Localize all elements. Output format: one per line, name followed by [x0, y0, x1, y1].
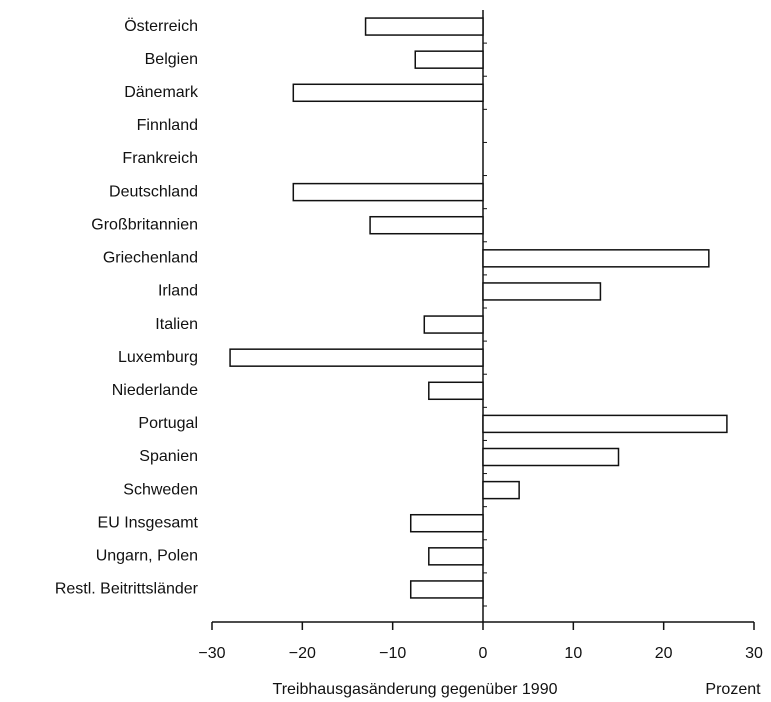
- bar: [428, 547, 484, 566]
- y-tick-label: Dänemark: [124, 84, 199, 101]
- x-tick-label: 20: [655, 645, 673, 662]
- bar: [423, 315, 484, 334]
- x-axis-label: Treibhausgasänderung gegenüber 1990: [273, 681, 558, 698]
- bar: [428, 381, 484, 401]
- bar: [482, 282, 602, 301]
- y-tick-label: Luxemburg: [118, 349, 198, 366]
- y-tick-label: Frankreich: [122, 150, 198, 167]
- bar: [364, 17, 484, 36]
- y-tick-label: Deutschland: [109, 183, 198, 200]
- x-tick-label: −20: [289, 645, 316, 662]
- x-tick-label: 10: [564, 645, 582, 662]
- bar: [409, 580, 484, 599]
- y-tick-label: Ungarn, Polen: [96, 548, 198, 565]
- bar: [482, 249, 710, 268]
- y-tick-label: Irland: [158, 283, 198, 300]
- bar: [292, 182, 484, 202]
- bar: [482, 480, 520, 500]
- y-tick-label: Portugal: [138, 415, 198, 432]
- bar: [482, 447, 620, 467]
- y-tick-label: Niederlande: [112, 382, 198, 399]
- y-tick-label: Schweden: [123, 481, 198, 498]
- y-tick-label: Belgien: [145, 51, 198, 68]
- y-tick-label: Österreich: [124, 17, 198, 35]
- y-tick-label: Finnland: [137, 117, 198, 134]
- bar: [409, 513, 484, 533]
- bar: [229, 348, 484, 367]
- y-tick-label: EU Insgesamt: [98, 514, 199, 531]
- bar: [292, 83, 484, 103]
- bar: [482, 414, 728, 434]
- y-tick-label: Spanien: [139, 448, 198, 465]
- x-tick-label: −30: [198, 645, 225, 662]
- y-tick-label: Italien: [155, 316, 198, 333]
- bar: [369, 215, 484, 235]
- y-tick-label: Restl. Beitrittsländer: [55, 581, 199, 598]
- x-tick-label: 30: [745, 645, 763, 662]
- y-tick-label: Griechenland: [103, 250, 198, 267]
- y-tick-label: Großbritannien: [91, 216, 198, 233]
- bar: [414, 50, 484, 69]
- x-tick-label: 0: [479, 645, 488, 662]
- x-tick-label: −10: [379, 645, 406, 662]
- x-axis-unit: Prozent: [705, 681, 761, 698]
